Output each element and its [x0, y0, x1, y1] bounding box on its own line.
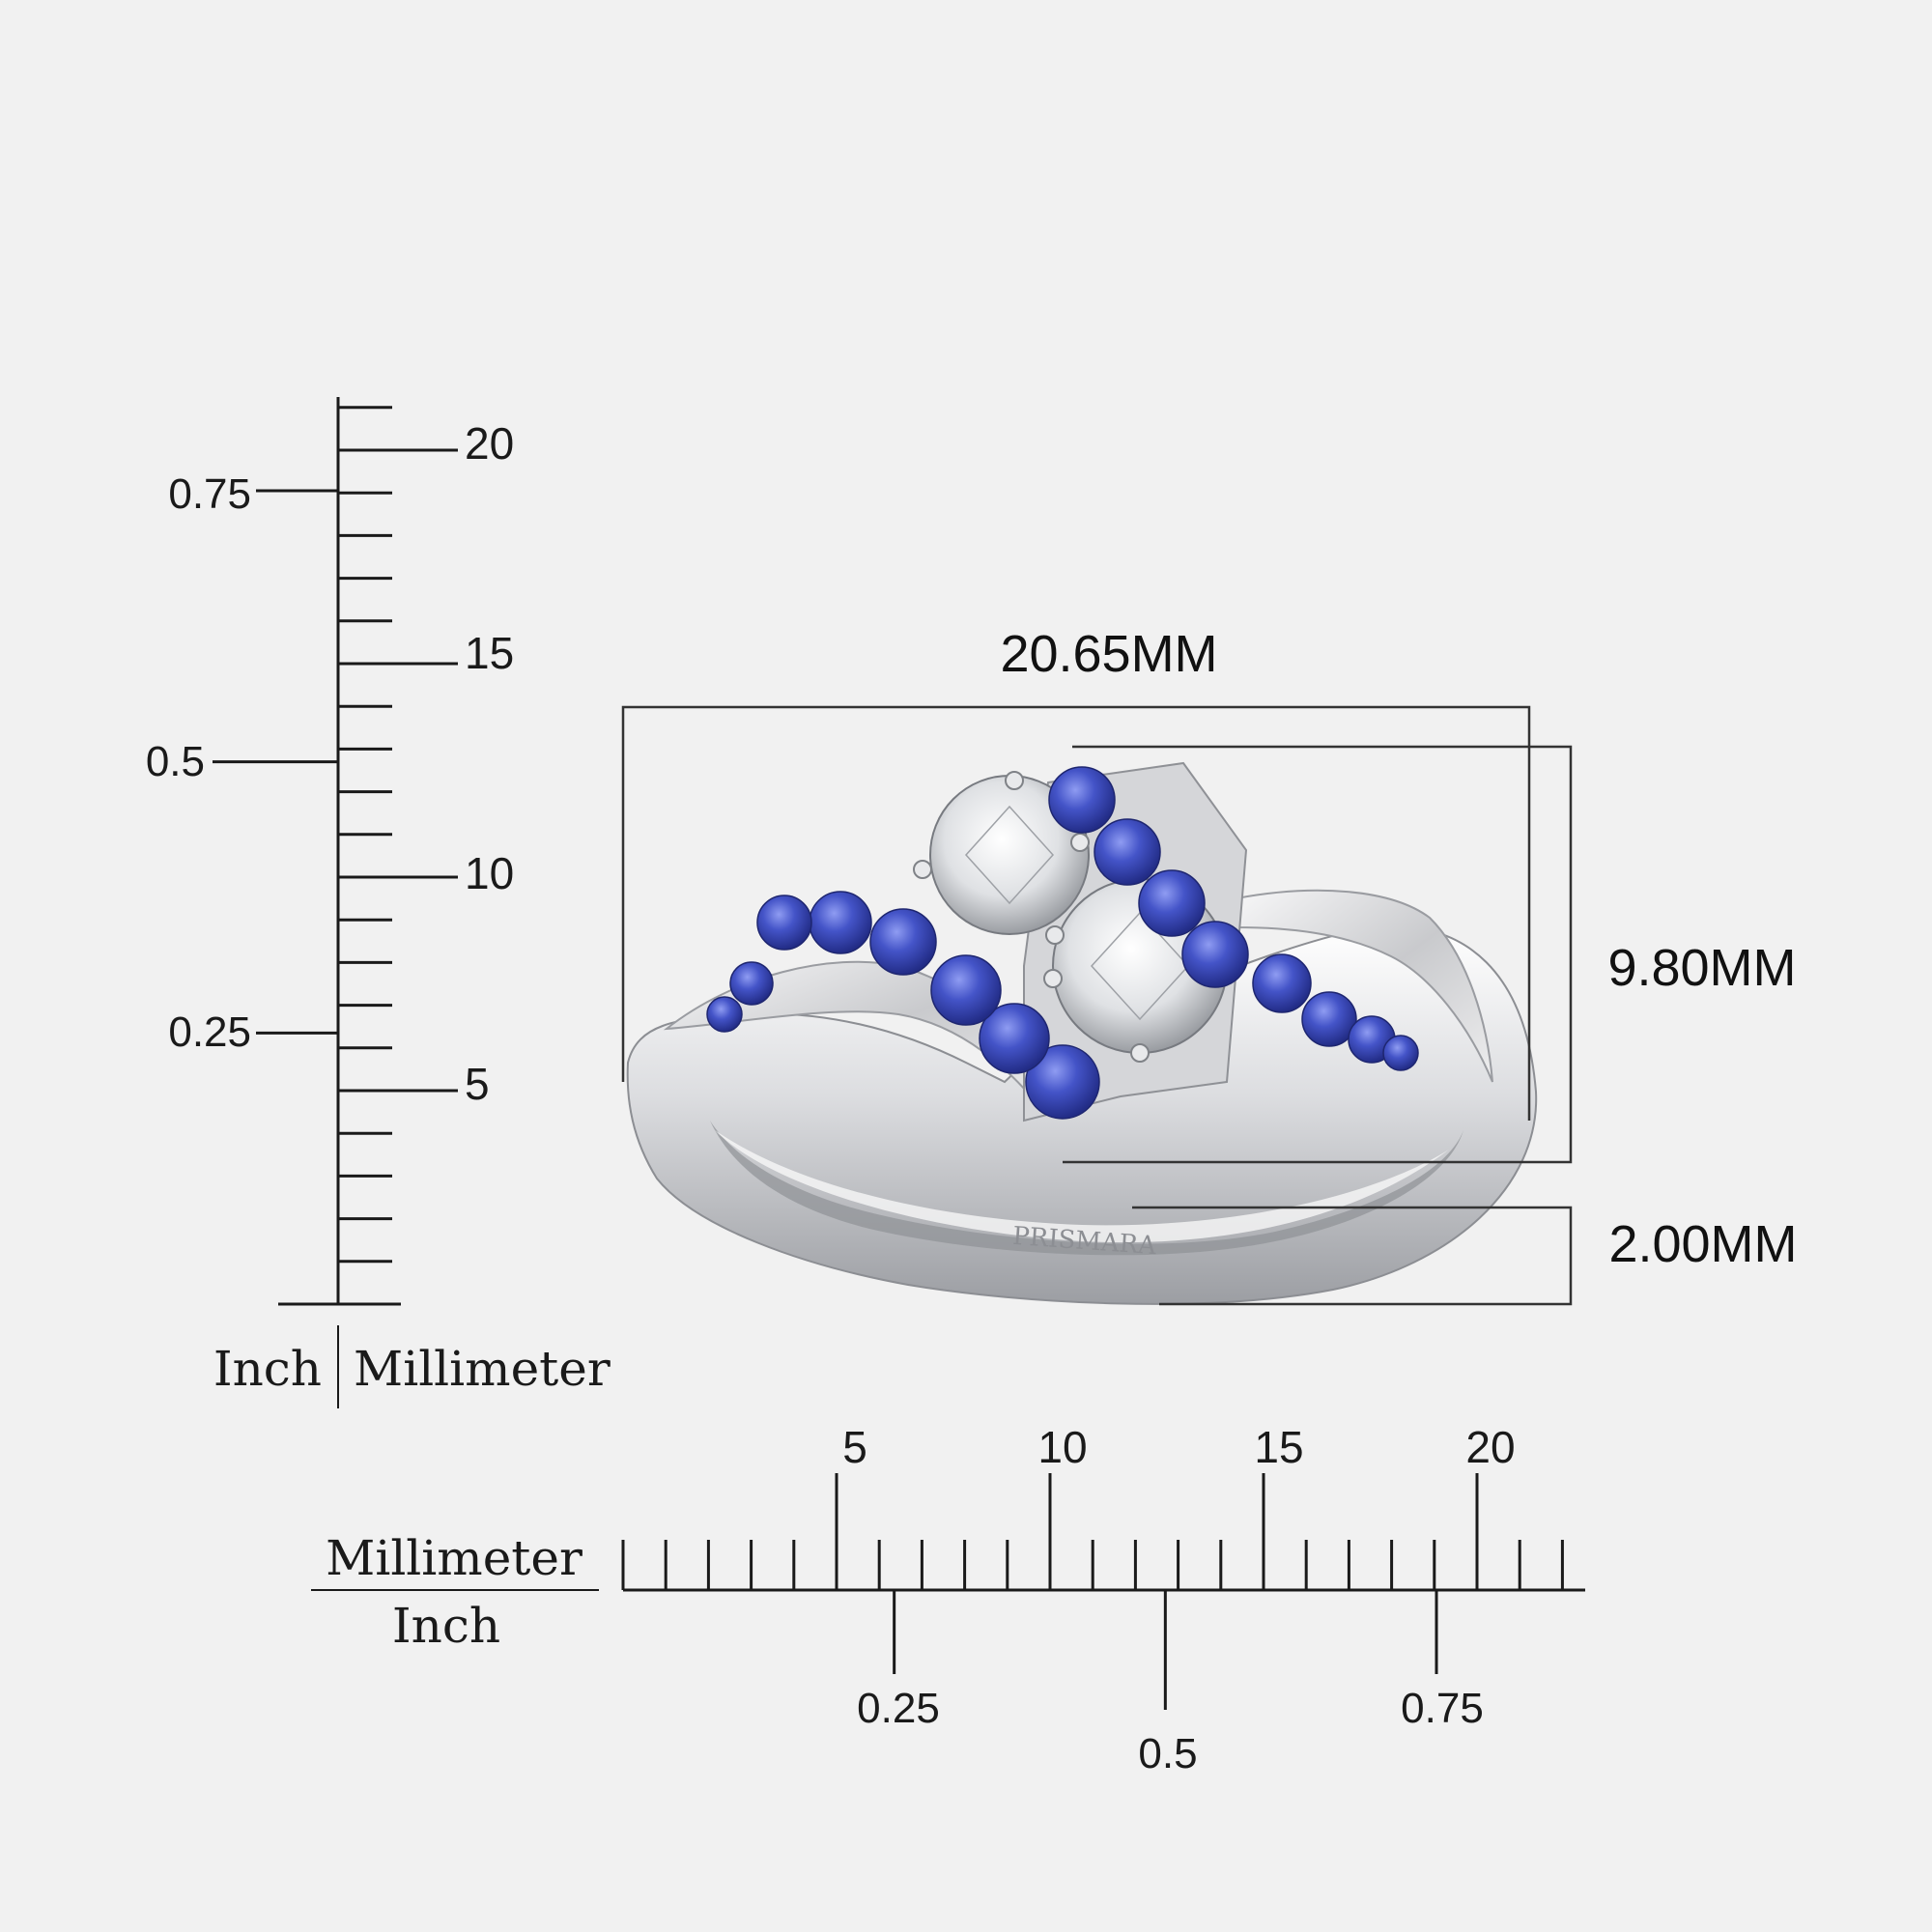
h-mm-label-10: 10	[1037, 1422, 1087, 1472]
sapphire-stone	[979, 1003, 1050, 1074]
vertical-ruler-unit-inch: Inch	[213, 1341, 322, 1397]
v-mm-label-15: 15	[465, 628, 514, 678]
ring-band-inner	[710, 1121, 1463, 1256]
sapphire-stone	[1252, 953, 1312, 1013]
vertical-ruler-mm-labels: 20 15 10 5	[465, 418, 514, 1109]
horizontal-ruler-ticks	[621, 1473, 1564, 1710]
horizontal-ruler	[621, 1473, 1585, 1710]
sapphire-stone	[1138, 869, 1206, 937]
ring-right-shoulder	[1236, 889, 1493, 1083]
sapphire-stone	[1094, 818, 1161, 886]
sapphire-stone	[1048, 766, 1116, 834]
v-mm-label-5: 5	[465, 1059, 490, 1109]
vertical-ruler-unit-mm: Millimeter	[354, 1341, 611, 1397]
h-inch-label-075: 0.75	[1401, 1685, 1484, 1732]
vertical-ruler	[213, 397, 458, 1306]
v-inch-label-075: 0.75	[168, 470, 251, 518]
sapphire-stone	[1301, 991, 1357, 1047]
vertical-ruler-inch-labels: 0.75 0.5 0.25	[146, 470, 251, 1056]
sapphire-stones	[706, 766, 1419, 1120]
sapphire-stone	[930, 954, 1002, 1026]
ring-inner-shine	[715, 1130, 1449, 1243]
sapphire-stone	[869, 908, 937, 976]
h-inch-label-05: 0.5	[1138, 1730, 1197, 1777]
vertical-ruler-ticks	[213, 406, 458, 1306]
h-mm-label-20: 20	[1465, 1422, 1515, 1472]
horizontal-ruler-inch-labels: 0.25 0.5 0.75	[857, 1685, 1484, 1777]
sapphire-stone	[706, 996, 743, 1033]
h-mm-label-15: 15	[1254, 1422, 1303, 1472]
sapphire-stone	[729, 961, 774, 1006]
horizontal-ruler-unit-mm: Millimeter	[326, 1530, 582, 1586]
band-bracket	[1132, 1206, 1573, 1306]
v-mm-label-20: 20	[465, 418, 514, 469]
h-inch-label-025: 0.25	[857, 1685, 940, 1732]
sapphire-stone	[1181, 921, 1249, 988]
v-inch-label-05: 0.5	[146, 738, 205, 785]
width-bracket	[621, 705, 1531, 1121]
sapphire-stone	[1382, 1035, 1419, 1071]
dimension-band-label: 2.00MM	[1608, 1215, 1797, 1273]
diamond-facets	[964, 805, 1190, 1021]
h-mm-label-5: 5	[842, 1422, 867, 1472]
horizontal-ruler-unit-inch: Inch	[392, 1598, 500, 1654]
sapphire-stone	[756, 895, 812, 951]
dimension-lines	[621, 705, 1573, 1306]
sapphire-stone	[809, 891, 872, 954]
v-mm-label-10: 10	[465, 848, 514, 898]
v-inch-label-025: 0.25	[168, 1009, 251, 1056]
height-bracket	[1063, 745, 1573, 1164]
dimension-width-label: 20.65MM	[1000, 625, 1217, 683]
sapphire-stone	[1025, 1044, 1100, 1120]
dimension-height-label: 9.80MM	[1607, 939, 1796, 997]
horizontal-ruler-mm-labels: 5 10 15 20	[842, 1422, 1515, 1472]
ring-illustration: PRISMARA	[626, 761, 1538, 1305]
